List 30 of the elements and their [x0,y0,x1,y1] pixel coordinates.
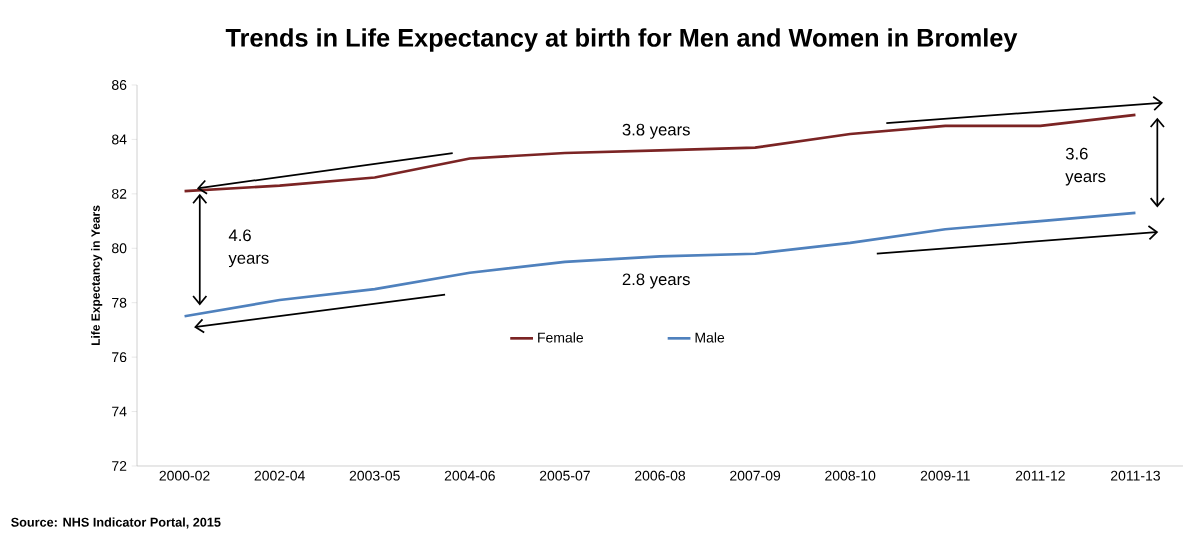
line-series [183,211,1137,318]
y-tick-label: 86 [112,80,127,90]
y-axis-title: Life Expectancy in Years [91,205,103,346]
y-tick-label: 72 [112,461,127,471]
y-tick-label: 80 [112,243,127,254]
y-tick-label: 76 [112,352,127,363]
x-tick-label: 2007-09 [730,470,781,481]
x-tick-label: 2009-11 [920,470,970,481]
annotation: 3.6 years [1065,147,1106,186]
source-note: Source: NHS Indicator Portal, 2015 [11,517,221,529]
annotation: 2.8 years [622,273,690,289]
x-tick-label: 2011-13 [1110,470,1160,481]
x-tick-label: 2005-07 [539,470,590,481]
y-tick-label: 78 [112,297,127,308]
y-tick-label: 74 [112,406,127,417]
y-tick-label: 82 [112,188,127,199]
x-tick-label: 2002-04 [254,470,305,481]
legend-label: Female [538,332,584,343]
x-tick-label: 2011-12 [1015,470,1065,481]
line-series [183,113,1137,193]
chart-title: Trends in Life Expectancy at birth for Men and Women in Bromley [225,28,1018,52]
annotation: 3.8 years [622,123,690,139]
x-tick-label: 2008-10 [825,470,876,481]
annotation: 4.6 years [228,229,269,268]
x-tick-label: 2003-05 [349,470,400,481]
legend-label: Male [695,332,725,343]
y-tick-label: 84 [112,134,127,145]
x-tick-label: 2000-02 [159,470,210,481]
x-tick-label: 2006-08 [635,470,686,481]
x-tick-label: 2004-06 [444,470,495,481]
